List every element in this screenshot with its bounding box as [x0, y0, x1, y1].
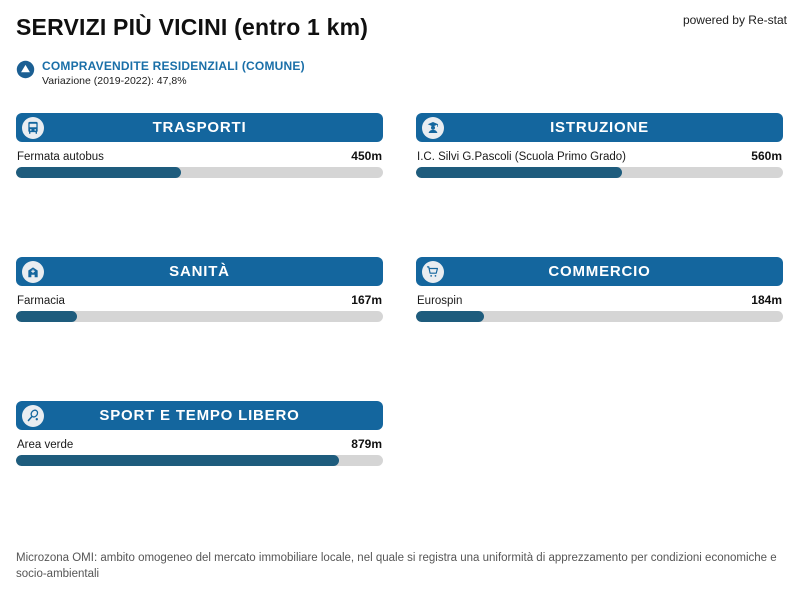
cart-icon	[422, 260, 444, 283]
service-row: Area verde 879m	[16, 437, 383, 451]
distance-bar-track	[416, 167, 783, 178]
distance-bar-track	[16, 455, 383, 466]
service-name: Fermata autobus	[17, 151, 104, 163]
service-distance: 167m	[351, 293, 382, 307]
service-distance: 879m	[351, 437, 382, 451]
distance-bar-fill	[16, 311, 78, 322]
service-distance: 450m	[351, 149, 382, 163]
distance-bar-fill	[416, 167, 622, 178]
panel-header: TRASPORTI	[16, 113, 383, 142]
panel-header: COMMERCIO	[416, 257, 783, 286]
tennis-racket-icon	[22, 404, 44, 427]
panel-commercio: COMMERCIO Eurospin 184m	[416, 257, 783, 322]
distance-bar-track	[16, 311, 383, 322]
panel-header: SANITÀ	[16, 257, 383, 286]
panel-sport: SPORT E TEMPO LIBERO Area verde 879m	[16, 401, 383, 466]
panel-trasporti: TRASPORTI Fermata autobus 450m	[16, 113, 383, 178]
distance-bar-fill	[416, 311, 484, 322]
services-grid: TRASPORTI Fermata autobus 450m ISTRUZION…	[16, 113, 783, 466]
panel-header: SPORT E TEMPO LIBERO	[16, 401, 383, 430]
service-distance: 184m	[751, 293, 782, 307]
variazione-label: Variazione (2019-2022): 47,8%	[42, 75, 187, 87]
service-name: I.C. Silvi G.Pascoli (Scuola Primo Grado…	[417, 151, 626, 163]
panel-header: ISTRUZIONE	[416, 113, 783, 142]
microzona-footnote: Microzona OMI: ambito omogeneo del merca…	[16, 552, 777, 580]
hospital-icon	[22, 260, 44, 283]
panel-istruzione: ISTRUZIONE I.C. Silvi G.Pascoli (Scuola …	[416, 113, 783, 178]
compravendite-title: COMPRAVENDITE RESIDENZIALI (COMUNE)	[42, 59, 305, 73]
bus-icon	[22, 116, 44, 139]
panel-title: ISTRUZIONE	[550, 119, 649, 136]
service-row: Eurospin 184m	[416, 293, 783, 307]
service-row: Farmacia 167m	[16, 293, 383, 307]
panel-sanita: SANITÀ Farmacia 167m	[16, 257, 383, 322]
page-title: SERVIZI PIÙ VICINI (entro 1 km)	[16, 14, 369, 40]
service-distance: 560m	[751, 149, 782, 163]
service-name: Area verde	[17, 439, 74, 451]
panel-title: TRASPORTI	[152, 119, 247, 136]
service-name: Farmacia	[17, 295, 65, 307]
panel-title: SPORT E TEMPO LIBERO	[99, 407, 300, 424]
service-name: Eurospin	[417, 295, 463, 307]
distance-bar-fill	[16, 455, 339, 466]
triangle-up-circle-icon	[16, 60, 35, 79]
distance-bar-fill	[16, 167, 182, 178]
powered-by-label: powered by Re-stat	[682, 13, 787, 27]
panel-title: COMMERCIO	[548, 263, 651, 280]
distance-bar-track	[416, 311, 783, 322]
distance-bar-track	[16, 167, 383, 178]
panel-title: SANITÀ	[169, 263, 230, 280]
compravendite-summary: COMPRAVENDITE RESIDENZIALI (COMUNE) Vari…	[16, 59, 305, 87]
service-row: I.C. Silvi G.Pascoli (Scuola Primo Grado…	[416, 149, 783, 163]
student-icon	[422, 116, 444, 139]
service-row: Fermata autobus 450m	[16, 149, 383, 163]
